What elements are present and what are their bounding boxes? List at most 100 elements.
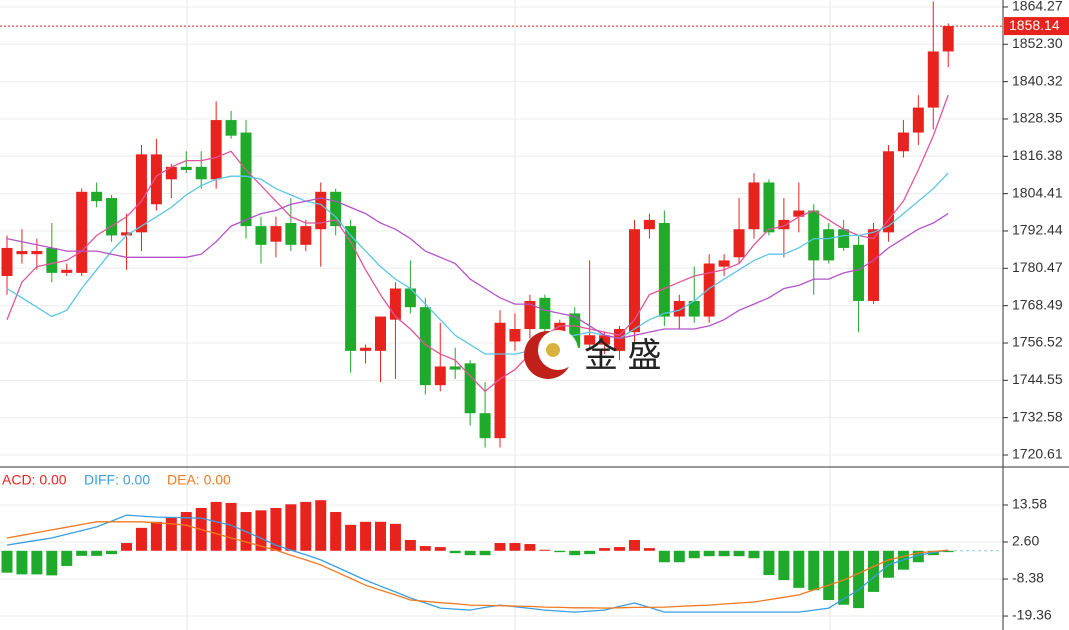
macd-bar bbox=[464, 550, 476, 556]
macd-bar bbox=[91, 550, 103, 556]
candle-body bbox=[479, 413, 491, 439]
candle-body bbox=[106, 198, 118, 236]
y-tick-label: 1864.27 bbox=[1012, 0, 1063, 14]
macd-bar bbox=[628, 540, 640, 551]
candle-body bbox=[135, 154, 147, 233]
macd-bar bbox=[912, 550, 924, 563]
y-tick-label: -8.38 bbox=[1012, 570, 1044, 586]
macd-bar bbox=[404, 540, 416, 551]
macd-bar bbox=[121, 543, 133, 551]
macd-bar bbox=[673, 550, 685, 563]
y-tick-label: 2.60 bbox=[1012, 533, 1039, 549]
legend-diff: DIFF: 0.00 bbox=[84, 472, 150, 488]
marks bbox=[0, 1, 1003, 613]
candle-body bbox=[360, 347, 372, 351]
macd-bar bbox=[285, 504, 297, 551]
macd-bar bbox=[658, 550, 670, 563]
macd-bar bbox=[539, 549, 551, 551]
candle-body bbox=[76, 191, 88, 273]
candle-body bbox=[225, 120, 237, 136]
candle-body bbox=[599, 335, 611, 345]
y-tick-label: 1840.32 bbox=[1012, 72, 1063, 88]
candle-body bbox=[509, 329, 521, 342]
macd-bar bbox=[793, 550, 805, 588]
macd-bar bbox=[135, 527, 147, 551]
candle-body bbox=[703, 263, 715, 317]
macd-bar bbox=[165, 517, 177, 551]
macd-bar bbox=[509, 543, 521, 551]
candle-body bbox=[330, 191, 342, 227]
macd-bar bbox=[389, 523, 401, 551]
macd-bar bbox=[76, 550, 88, 556]
legend-acd: ACD: 0.00 bbox=[2, 472, 67, 488]
candle-body bbox=[569, 313, 581, 348]
candle-body bbox=[853, 244, 865, 301]
candle-body bbox=[927, 51, 939, 108]
y-tick-label: 1732.58 bbox=[1012, 408, 1063, 424]
candle-body bbox=[838, 229, 850, 248]
macd-bar bbox=[345, 524, 357, 551]
macd-bar bbox=[688, 550, 700, 559]
candle-body bbox=[255, 226, 267, 245]
macd-bar bbox=[419, 546, 431, 551]
macd-bar bbox=[330, 512, 342, 551]
macd-bar bbox=[46, 550, 58, 576]
y-tick-label: 1720.61 bbox=[1012, 446, 1063, 462]
candle-body bbox=[643, 219, 655, 230]
y-tick-label: 1756.52 bbox=[1012, 334, 1063, 350]
macd-bar bbox=[599, 548, 611, 551]
y-tick-label: 1816.38 bbox=[1012, 147, 1063, 163]
macd-line bbox=[6, 514, 949, 613]
macd-bar bbox=[748, 550, 760, 559]
candle-body bbox=[389, 288, 401, 320]
candle-body bbox=[718, 260, 730, 267]
candle-body bbox=[165, 166, 177, 180]
macd-bar bbox=[718, 550, 730, 557]
logo-dot bbox=[546, 343, 560, 357]
candle-body bbox=[763, 182, 775, 233]
macd-bar bbox=[449, 550, 461, 554]
candle-body bbox=[46, 247, 58, 273]
candle-body bbox=[240, 132, 252, 227]
macd-bar bbox=[61, 550, 73, 566]
candle-body bbox=[912, 107, 924, 133]
candle-body bbox=[270, 226, 282, 242]
moving-average bbox=[6, 94, 949, 393]
candle-body bbox=[793, 210, 805, 217]
macd-bar bbox=[643, 548, 655, 551]
y-tick-label: 1828.35 bbox=[1012, 110, 1063, 126]
macd-bar bbox=[375, 521, 386, 551]
macd-bar bbox=[733, 550, 745, 557]
y-tick-label: 13.58 bbox=[1012, 496, 1047, 512]
y-tick-label: 1804.41 bbox=[1012, 184, 1063, 200]
candle-body bbox=[449, 366, 461, 370]
macd-bar bbox=[942, 550, 954, 553]
macd-bar bbox=[150, 521, 162, 551]
macd-bar bbox=[479, 550, 491, 556]
candle-body bbox=[688, 300, 700, 317]
candle-body bbox=[434, 366, 446, 386]
candle-body bbox=[315, 191, 327, 230]
candle-body bbox=[897, 132, 909, 152]
candle-body bbox=[195, 166, 207, 180]
macd-bar bbox=[569, 550, 581, 556]
macd-bar bbox=[778, 550, 790, 581]
candle-body bbox=[16, 251, 28, 255]
macd-bar bbox=[614, 547, 626, 551]
y-tick-label: 1744.55 bbox=[1012, 371, 1063, 387]
macd-bar bbox=[494, 543, 506, 551]
candle-body bbox=[404, 288, 416, 308]
candle-body bbox=[31, 251, 43, 255]
macd-bar bbox=[808, 550, 820, 591]
logo-text: 金 盛 bbox=[584, 337, 661, 375]
candle-body bbox=[823, 229, 835, 261]
candle-body bbox=[673, 300, 685, 317]
candle-body bbox=[584, 335, 596, 345]
current-price-label: 1858.14 bbox=[1009, 17, 1060, 33]
macd-bar bbox=[180, 512, 192, 551]
macd-bar bbox=[300, 501, 312, 551]
macd-bar bbox=[210, 501, 222, 551]
axis-labels: 1864.27 1852.30 1840.32 1828.35 1816.38 1804.… bbox=[1003, 0, 1069, 623]
y-tick-label: 1768.49 bbox=[1012, 296, 1063, 312]
candle-body bbox=[494, 322, 506, 439]
